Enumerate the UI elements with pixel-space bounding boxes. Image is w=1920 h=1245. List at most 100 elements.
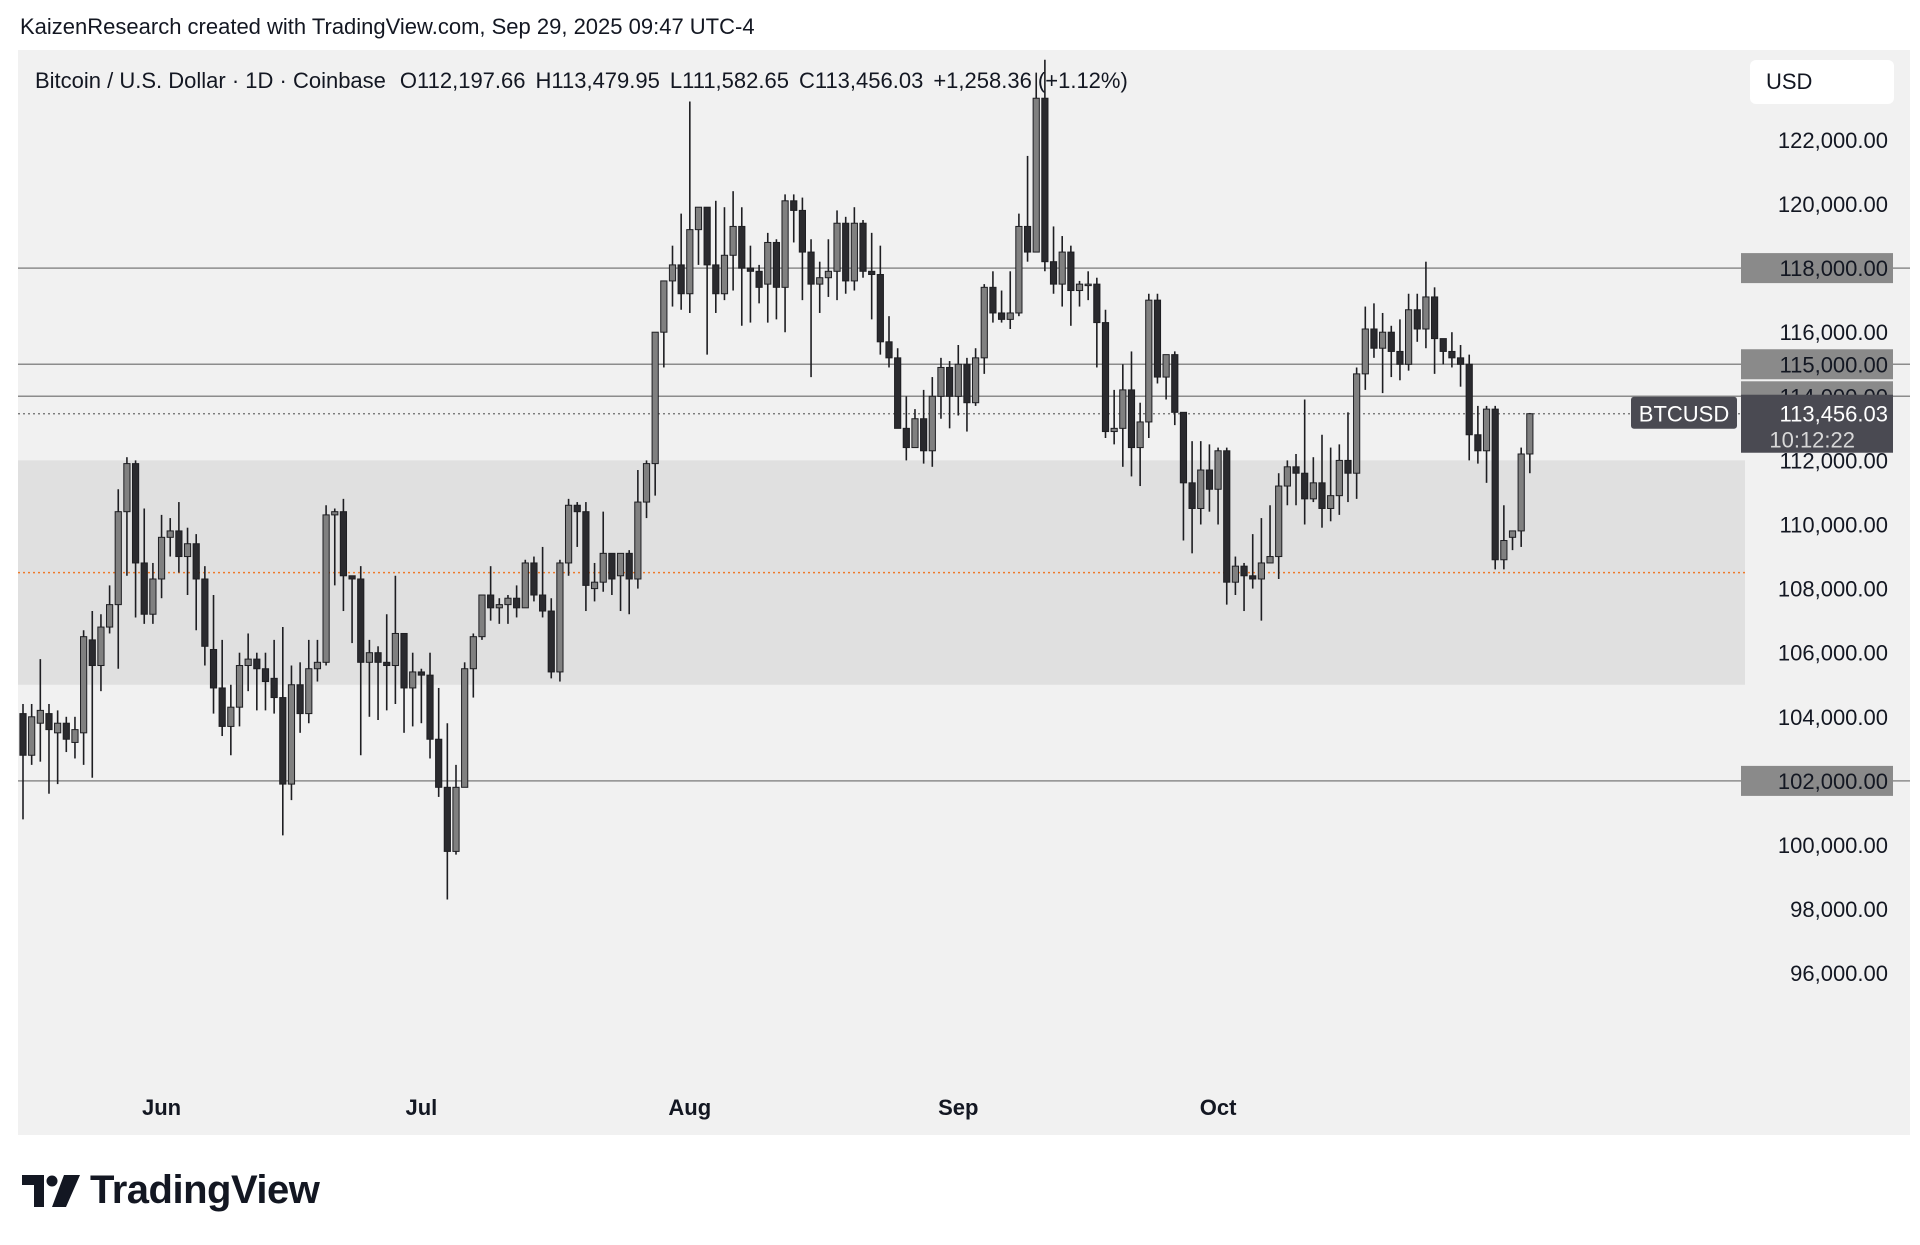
candle-down [1301,472,1309,500]
y-tick-label: 116,000.00 [1780,320,1888,345]
candle-up [816,277,824,285]
candle-down [625,552,633,580]
tradingview-wordmark: TradingView [90,1168,320,1212]
candle-down [1396,350,1404,365]
candle-up [1482,408,1491,452]
candle-up [1075,283,1084,292]
candle-down [1171,354,1179,413]
x-tick-label-jun: Jun [142,1095,181,1120]
candle-up [972,357,980,404]
legend-high: H113,479.95 [535,68,660,93]
candle-down [279,697,287,785]
candle-down [1491,408,1499,561]
candle-up [54,722,62,734]
level-price-tag [1741,349,1893,380]
candle-down [1093,283,1101,324]
candle-up [590,581,599,590]
candle-down [1188,482,1196,509]
candle-up [235,665,244,708]
candle-up [1379,331,1387,349]
candle-up [1006,312,1014,320]
level-price-tag [1741,253,1893,284]
candle-up [781,200,789,288]
candle-down [1370,328,1378,349]
candle-up [564,504,573,564]
candle-down [131,463,140,564]
candle-up [1526,413,1534,455]
candle-down [1205,469,1214,490]
candle-up [80,636,88,734]
candle-up [824,270,832,279]
candle-down [270,677,278,699]
candle-up [1162,354,1170,378]
candle-up [1422,296,1430,330]
candle-down [253,658,261,670]
candle-up [1275,485,1283,558]
candle-up [1266,556,1274,564]
candle-up [1110,427,1118,433]
candle-down [997,312,1006,320]
candle-down [1344,459,1352,474]
candle-up [149,578,157,615]
candle-down [1249,575,1257,580]
candle-down [946,366,954,397]
candle-up [833,222,841,272]
candle-up [1283,466,1291,487]
candle-down [1387,331,1395,352]
candle-down [62,722,70,740]
currency-selector[interactable]: USD [1750,60,1894,104]
candle-up [28,716,36,756]
level-price-label: 115,000.00 [1780,352,1888,377]
y-tick-label: 110,000.00 [1780,513,1888,538]
candle-down [539,594,547,612]
candle-up [1119,389,1127,429]
candle-down [1474,434,1482,452]
legend-symbol: Bitcoin / U.S. Dollar · 1D · Coinbase [35,68,386,93]
candle-down [1456,357,1465,365]
candle-down [1223,450,1231,583]
candle-up [478,594,486,638]
candle-down [513,597,521,609]
y-tick-label: 98,000.00 [1790,897,1888,922]
candle-up [1335,459,1343,497]
candle-up [1197,469,1205,509]
candle-up [599,552,607,583]
y-tick-label: 104,000.00 [1778,705,1888,730]
candle-down [140,562,148,615]
candle-down [677,264,685,295]
candle-up [521,562,529,609]
candle-down [435,738,443,788]
candle-down [1430,296,1439,340]
candle-down [868,270,876,276]
candle-down [530,562,538,596]
tradingview-logo-icon [22,1174,80,1207]
candle-down [963,363,971,404]
candle-down [261,668,270,683]
candle-down [755,270,763,288]
candle-up [114,511,122,606]
candle-down [400,632,408,689]
candle-up [106,604,114,628]
candle-up [651,331,659,465]
candle-up [1309,482,1317,500]
candle-down [1127,389,1136,449]
candle-up [166,530,174,538]
candle-down [876,274,884,343]
candle-up [331,511,339,516]
candle-up [668,264,677,282]
candle-up [937,366,945,397]
candle-down [772,241,781,288]
candle-up [409,671,417,689]
level-price-label: 118,000.00 [1780,256,1888,281]
candle-up [452,786,460,852]
candle-up [123,463,131,513]
candle-down [426,674,434,740]
candle-up [157,536,166,580]
candle-up [1084,283,1092,287]
tradingview-brand[interactable]: TradingView [22,1168,320,1213]
candle-down [1049,261,1058,285]
candle-down [1153,299,1162,378]
candle-down [374,652,382,663]
candle-down [989,286,997,314]
